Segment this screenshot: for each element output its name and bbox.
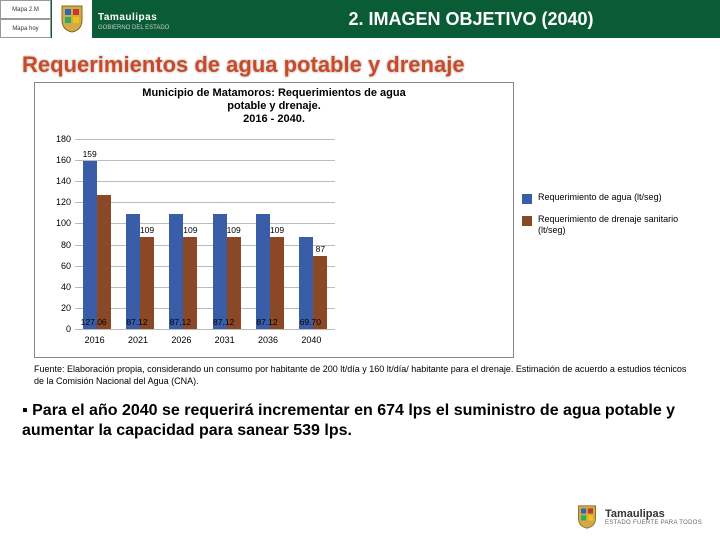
page-title: 2. IMAGEN OBJETIVO (2040) (348, 9, 593, 30)
footer-main: Tamaulipas (605, 508, 702, 520)
plot-area: 020406080100120140160180159127.062016109… (75, 139, 335, 329)
bullet-text: ▪ Para el año 2040 se requerirá incremen… (22, 401, 698, 441)
map-links: Mapa 2.M Mapa hoy (0, 0, 52, 38)
bullet-icon: ▪ (22, 402, 32, 419)
gov-brand: Tamaulipas GOBIERNO DEL ESTADO (92, 0, 222, 38)
gov-main: Tamaulipas (98, 12, 157, 23)
legend-label-a: Requerimiento de agua (lt/seg) (538, 192, 662, 203)
chart-title: Municipio de Matamoros: Requerimientos d… (35, 83, 513, 127)
header: Mapa 2.M Mapa hoy Tamaulipas GOBIERNO DE… (0, 0, 720, 38)
map-link-bottom[interactable]: Mapa hoy (0, 19, 51, 38)
header-title-wrap: 2. IMAGEN OBJETIVO (2040) (222, 0, 720, 38)
chart-title-l2: potable y drenaje. (227, 100, 321, 112)
gov-sub: GOBIERNO DEL ESTADO (98, 25, 169, 31)
chart-container: Municipio de Matamoros: Requerimientos d… (34, 82, 514, 358)
legend-swatch-b (522, 216, 532, 226)
bar-chart: Municipio de Matamoros: Requerimientos d… (34, 82, 514, 358)
chart-title-l1: Municipio de Matamoros: Requerimientos d… (142, 87, 405, 99)
map-link-top[interactable]: Mapa 2.M (0, 0, 51, 19)
footer-sub: ESTADO FUERTE PARA TODOS (605, 520, 702, 526)
legend-swatch-a (522, 194, 532, 204)
legend-label-b: Requerimiento de drenaje sanitario (lt/s… (538, 214, 682, 236)
legend: Requerimiento de agua (lt/seg) Requerimi… (522, 192, 682, 246)
chart-title-l3: 2016 - 2040. (243, 113, 305, 125)
chart-source: Fuente: Elaboración propia, considerando… (34, 364, 696, 387)
footer-shield-icon (575, 504, 599, 530)
legend-item: Requerimiento de agua (lt/seg) (522, 192, 682, 204)
footer-logo: Tamaulipas ESTADO FUERTE PARA TODOS (575, 504, 702, 530)
state-shield-icon (52, 0, 92, 38)
legend-item: Requerimiento de drenaje sanitario (lt/s… (522, 214, 682, 236)
section-title: Requerimientos de agua potable y drenaje (22, 52, 720, 78)
bullet-content: Para el año 2040 se requerirá incrementa… (22, 402, 675, 439)
